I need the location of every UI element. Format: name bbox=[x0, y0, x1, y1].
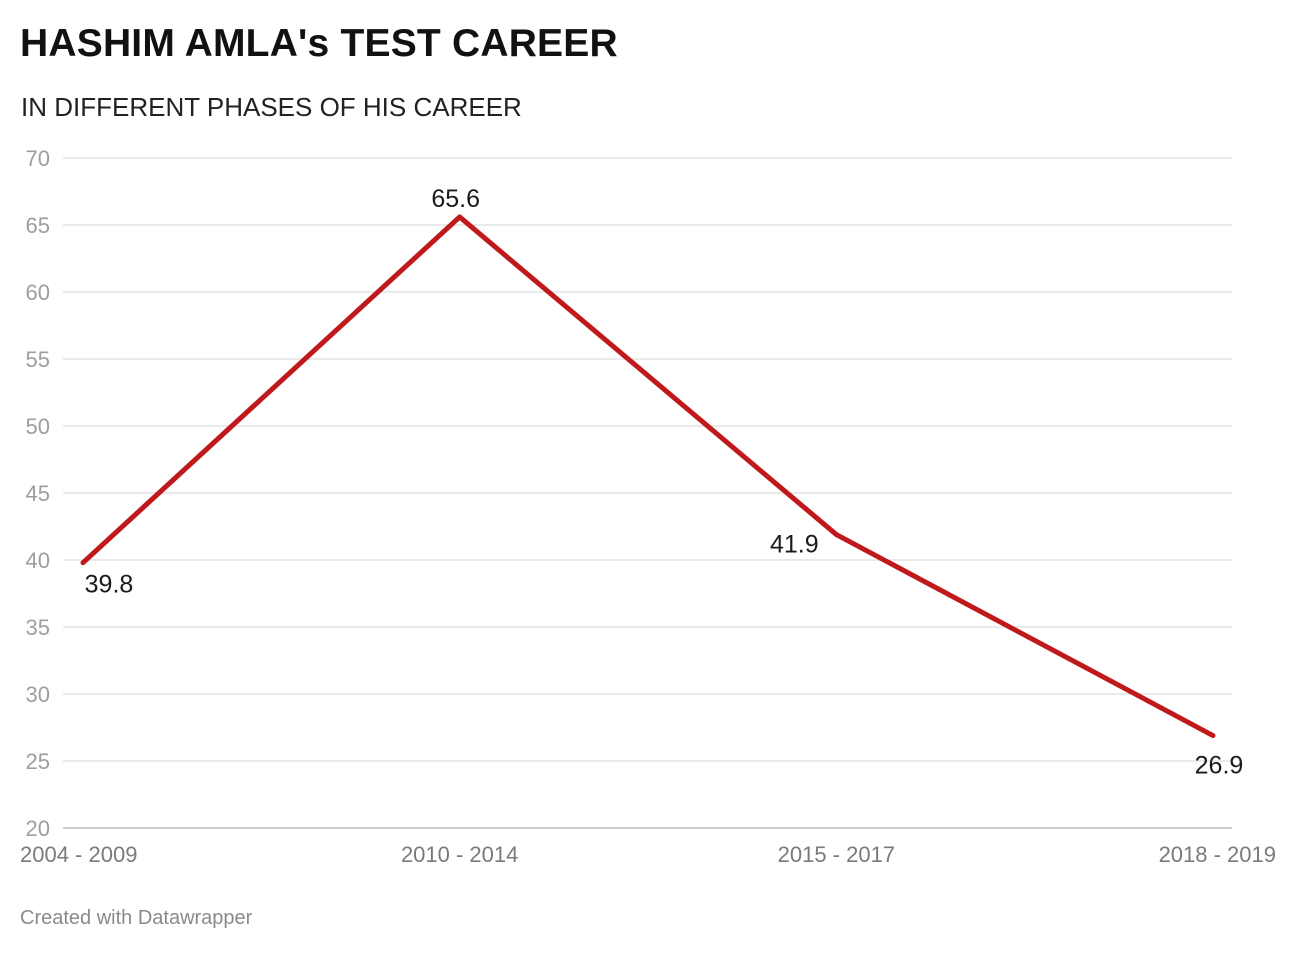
chart-subtitle: IN DIFFERENT PHASES OF HIS CAREER bbox=[21, 92, 522, 122]
y-tick-label: 50 bbox=[26, 414, 50, 439]
y-tick-label: 45 bbox=[26, 481, 50, 506]
x-tick-label: 2015 - 2017 bbox=[778, 842, 895, 867]
y-tick-label: 25 bbox=[26, 749, 50, 774]
x-tick-label: 2004 - 2009 bbox=[20, 842, 137, 867]
chart-title: HASHIM AMLA's TEST CAREER bbox=[20, 22, 618, 65]
series-layer bbox=[80, 214, 1216, 739]
series-line bbox=[80, 214, 1216, 739]
x-axis-ticks: 2004 - 2009 2010 - 2014 2015 - 2017 2018 - … bbox=[20, 842, 1276, 867]
y-tick-label: 60 bbox=[26, 280, 50, 305]
data-label: 26.9 bbox=[1195, 752, 1244, 780]
x-tick-label: 2018 - 2019 bbox=[1159, 842, 1276, 867]
y-tick-label: 55 bbox=[26, 347, 50, 372]
y-tick-label: 40 bbox=[26, 548, 50, 573]
y-tick-label: 30 bbox=[26, 682, 50, 707]
x-tick-label: 2010 - 2014 bbox=[401, 842, 518, 867]
data-label: 65.6 bbox=[431, 185, 480, 213]
gridlines bbox=[63, 157, 1232, 829]
y-tick-label: 65 bbox=[26, 213, 50, 238]
data-labels: 39.8 65.6 41.9 26.9 bbox=[85, 185, 1244, 780]
y-tick-label: 70 bbox=[26, 146, 50, 171]
data-label: 39.8 bbox=[85, 571, 134, 599]
data-label: 41.9 bbox=[770, 531, 819, 559]
y-tick-label: 35 bbox=[26, 615, 50, 640]
y-tick-label: 20 bbox=[26, 816, 50, 841]
y-axis-ticks: 20 25 30 35 40 45 50 55 60 65 70 bbox=[26, 146, 50, 841]
credit-footer: Created with Datawrapper bbox=[20, 907, 253, 929]
